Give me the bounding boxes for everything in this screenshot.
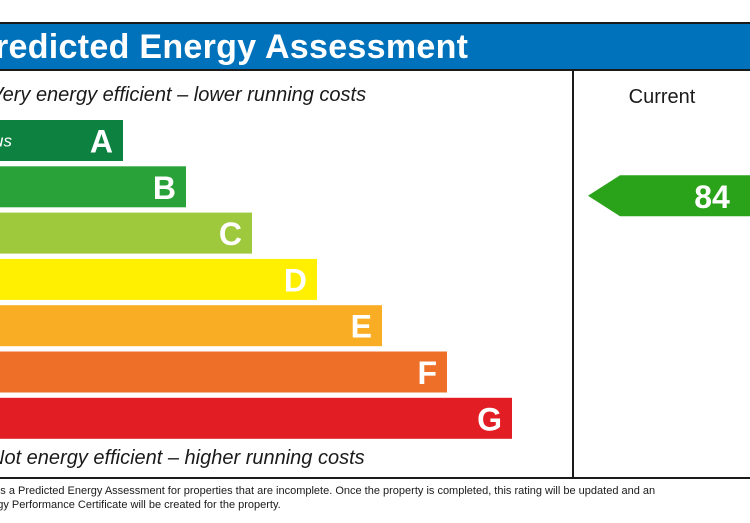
footnote-line-2: Energy Performance Certificate will be c… (0, 499, 281, 511)
band-bar-f (0, 351, 447, 393)
band-bar-b (0, 166, 186, 208)
band-letter-f: F (417, 355, 437, 391)
band-range-a: 92 plus (0, 132, 12, 151)
page-title: Predicted Energy Assessment (0, 28, 469, 66)
title-bar: Predicted Energy Assessment (0, 22, 750, 71)
caption-inefficient: Not energy efficient – higher running co… (0, 447, 365, 469)
band-letter-c: C (219, 216, 242, 252)
frame-bottom-border (0, 477, 750, 479)
band-letter-g: G (477, 401, 502, 437)
band-bar-g (0, 397, 512, 439)
column-divider (572, 71, 574, 479)
band-letter-b: B (153, 170, 176, 206)
current-rating-value: 84 (694, 179, 730, 215)
caption-efficient: Very energy efficient – lower running co… (0, 84, 367, 106)
current-rating-arrow (588, 175, 750, 217)
band-letter-e: E (351, 309, 372, 345)
current-column-heading: Current (628, 86, 696, 108)
band-letter-a: A (90, 124, 113, 160)
band-bar-e (0, 305, 382, 347)
band-bar-c (0, 212, 252, 254)
footnote-line-1: This is a Predicted Energy Assessment fo… (0, 485, 656, 497)
band-letter-d: D (284, 262, 307, 298)
band-bar-a (0, 120, 123, 161)
band-bar-d (0, 258, 317, 300)
